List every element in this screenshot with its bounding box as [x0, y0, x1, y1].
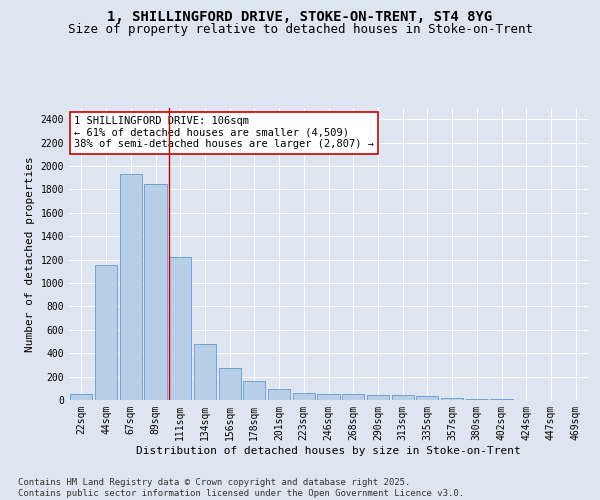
Bar	[342, 394, 364, 400]
Text: Size of property relative to detached houses in Stoke-on-Trent: Size of property relative to detached ho…	[67, 22, 533, 36]
Bar	[194, 344, 216, 400]
Bar	[466, 399, 488, 400]
Y-axis label: Number of detached properties: Number of detached properties	[25, 156, 35, 352]
Bar	[392, 396, 414, 400]
Bar	[268, 390, 290, 400]
Bar	[145, 184, 167, 400]
X-axis label: Distribution of detached houses by size in Stoke-on-Trent: Distribution of detached houses by size …	[136, 446, 521, 456]
Bar	[95, 266, 117, 400]
Bar	[293, 393, 315, 400]
Text: Contains HM Land Registry data © Crown copyright and database right 2025.
Contai: Contains HM Land Registry data © Crown c…	[18, 478, 464, 498]
Bar	[317, 394, 340, 400]
Bar	[243, 382, 265, 400]
Text: 1 SHILLINGFORD DRIVE: 106sqm
← 61% of detached houses are smaller (4,509)
38% of: 1 SHILLINGFORD DRIVE: 106sqm ← 61% of de…	[74, 116, 374, 150]
Bar	[119, 174, 142, 400]
Bar	[70, 394, 92, 400]
Text: 1, SHILLINGFORD DRIVE, STOKE-ON-TRENT, ST4 8YG: 1, SHILLINGFORD DRIVE, STOKE-ON-TRENT, S…	[107, 10, 493, 24]
Bar	[218, 368, 241, 400]
Bar	[441, 398, 463, 400]
Bar	[367, 394, 389, 400]
Bar	[416, 396, 439, 400]
Bar	[169, 258, 191, 400]
